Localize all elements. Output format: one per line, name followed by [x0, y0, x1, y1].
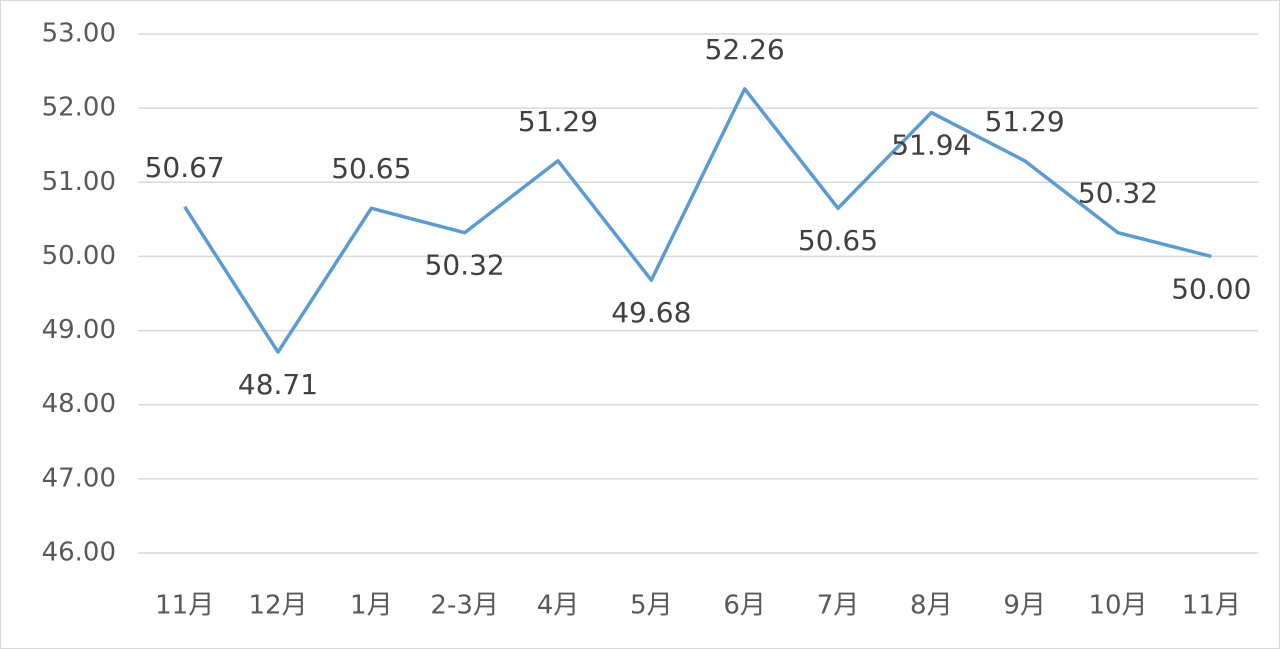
x-tick-label: 12月 — [248, 591, 307, 621]
data-label: 50.65 — [331, 152, 411, 185]
x-tick-label: 9月 — [1003, 591, 1046, 621]
x-tick-label: 4月 — [537, 591, 580, 621]
data-label: 50.65 — [798, 224, 878, 257]
data-label: 51.94 — [891, 129, 971, 162]
y-tick-label: 46.00 — [42, 538, 116, 568]
y-tick-label: 53.00 — [42, 19, 116, 49]
x-tick-label: 10月 — [1088, 591, 1147, 621]
data-label: 50.32 — [425, 249, 505, 282]
data-label: 50.00 — [1171, 272, 1251, 305]
x-tick-label: 7月 — [817, 591, 860, 621]
x-tick-label: 2-3月 — [430, 591, 498, 621]
data-label: 50.32 — [1078, 177, 1158, 210]
data-label: 52.26 — [705, 33, 785, 66]
data-label: 48.71 — [238, 368, 318, 401]
x-tick-label: 11月 — [1182, 591, 1241, 621]
y-tick-label: 48.00 — [42, 389, 116, 419]
data-label: 51.29 — [985, 105, 1065, 138]
data-label: 49.68 — [611, 296, 691, 329]
y-tick-label: 50.00 — [42, 241, 116, 271]
x-tick-label: 5月 — [630, 591, 673, 621]
data-label: 51.29 — [518, 105, 598, 138]
y-tick-label: 52.00 — [42, 93, 116, 123]
y-tick-label: 51.00 — [42, 167, 116, 197]
line — [183, 87, 1212, 354]
x-tick-label: 8月 — [910, 591, 953, 621]
x-tick-label: 6月 — [723, 591, 766, 621]
y-tick-label: 47.00 — [42, 463, 116, 493]
x-tick-label: 11月 — [155, 591, 214, 621]
y-tick-label: 49.00 — [42, 315, 116, 345]
x-tick-label: 1月 — [350, 591, 393, 621]
data-label: 50.67 — [145, 151, 225, 184]
